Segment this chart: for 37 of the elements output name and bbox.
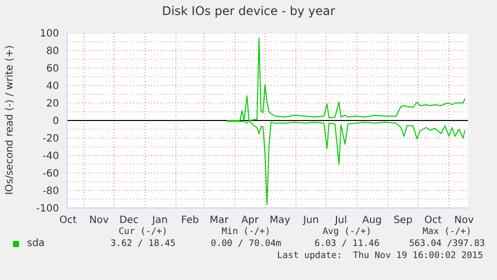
x-tick-label: Dec	[119, 215, 139, 226]
x-tick-label: Aug	[362, 215, 382, 226]
x-tick-label: Apr	[241, 215, 260, 226]
text: 3.62 / 18.45	[110, 239, 176, 249]
y-tick-label: 40	[46, 81, 59, 92]
x-tick-label: Nov	[454, 215, 474, 226]
x-tick-label: Jul	[334, 215, 348, 226]
text: Min (-/+)	[222, 227, 270, 237]
y-tick-label: -60	[42, 168, 59, 180]
text: Max (-/+)	[422, 227, 472, 237]
x-tick-label: Sep	[394, 215, 412, 226]
text: Last update: Thu Nov 19 16:00:02 2015	[277, 251, 483, 261]
text: 6.03 / 11.46	[314, 239, 380, 249]
y-tick-label: 80	[46, 46, 59, 58]
y-tick-label: 60	[46, 64, 59, 75]
text: 563.04 /397.83	[409, 239, 485, 249]
x-tick-label: Jun	[302, 215, 319, 226]
y-tick-label: -80	[42, 186, 59, 198]
text: Avg (-/+)	[322, 227, 372, 237]
x-tick-label: Feb	[181, 215, 199, 226]
y-tick-label: -40	[42, 151, 59, 162]
y-tick-label: 0	[52, 116, 59, 128]
y-tick-label: 100	[40, 28, 59, 40]
x-tick-label: May	[270, 215, 290, 226]
text: Cur (-/+)	[118, 227, 168, 237]
y-tick-label: -100	[36, 204, 59, 215]
text: 0.00 / 70.04m	[210, 239, 282, 249]
x-tick-label: Jan	[151, 215, 168, 226]
x-tick-label: Oct	[59, 215, 77, 226]
legend-label: sda	[27, 238, 45, 249]
y-axis-title: IOs/second read (-) / write (+)	[4, 45, 16, 195]
y-tick-label: 20	[46, 98, 59, 110]
x-tick-label: Oct	[424, 215, 442, 226]
chart-title: Disk IOs per device - by year	[160, 4, 336, 18]
x-tick-label: Nov	[89, 215, 109, 226]
y-tick-label: -20	[42, 134, 59, 145]
x-tick-label: Mar	[210, 215, 230, 226]
